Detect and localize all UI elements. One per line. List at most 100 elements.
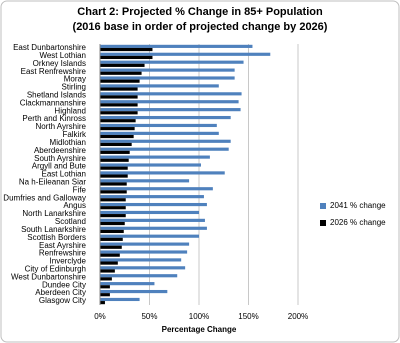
bar bbox=[100, 147, 229, 151]
bar bbox=[100, 182, 127, 186]
bar bbox=[100, 261, 118, 265]
bar bbox=[100, 174, 128, 178]
bar bbox=[100, 134, 134, 139]
bar bbox=[100, 245, 122, 249]
bar bbox=[100, 297, 140, 302]
y-tick-label: City of Edinburgh bbox=[25, 265, 86, 274]
bar bbox=[100, 139, 231, 143]
y-tick-label: East Dunbartonshire bbox=[13, 43, 86, 52]
y-tick-label: Angus bbox=[63, 201, 86, 210]
bar bbox=[100, 123, 217, 128]
bar bbox=[100, 250, 188, 254]
x-tick-label: 150% bbox=[238, 312, 258, 321]
x-tick-label: 0% bbox=[94, 312, 106, 321]
bar bbox=[100, 87, 138, 91]
bar bbox=[100, 127, 135, 131]
bar bbox=[100, 155, 210, 159]
bar bbox=[100, 179, 190, 183]
bar bbox=[100, 79, 140, 83]
bar bbox=[100, 171, 225, 175]
bar bbox=[100, 166, 128, 170]
bar bbox=[100, 234, 199, 238]
y-tick-label: East Renfrewshire bbox=[21, 67, 87, 76]
y-tick-label: Aberdeenshire bbox=[34, 146, 87, 155]
bar bbox=[100, 301, 105, 305]
bar bbox=[100, 274, 178, 278]
bar bbox=[100, 84, 219, 88]
legend-label: 2041 % change bbox=[330, 201, 386, 210]
bar bbox=[100, 229, 124, 234]
y-tick-label: North Lanarkshire bbox=[22, 209, 86, 218]
bar bbox=[100, 289, 168, 294]
bar bbox=[100, 119, 136, 123]
y-tick-label: South Lanarkshire bbox=[21, 225, 86, 234]
bar bbox=[100, 187, 213, 191]
y-tick-label: East Ayrshire bbox=[39, 241, 87, 250]
y-tick-label: South Ayrshire bbox=[34, 154, 86, 163]
chart-title: Chart 2: Projected % Change in 85+ Popul… bbox=[77, 6, 323, 18]
y-tick-label: Glasgow City bbox=[39, 296, 86, 305]
chart-subtitle: (2016 base in order of projected change … bbox=[73, 21, 328, 33]
legend-swatch bbox=[320, 203, 326, 209]
y-tick-label: Scottish Borders bbox=[27, 233, 86, 242]
bar bbox=[100, 214, 126, 218]
bar bbox=[100, 202, 207, 207]
bar bbox=[100, 76, 235, 80]
bar bbox=[100, 242, 190, 246]
bar bbox=[100, 253, 120, 257]
bar bbox=[100, 47, 153, 52]
bar bbox=[100, 100, 239, 104]
bar bbox=[100, 293, 110, 297]
y-tick-label: Moray bbox=[64, 75, 86, 84]
bar bbox=[100, 108, 241, 112]
y-tick-label: Aberdeen City bbox=[35, 288, 86, 297]
y-tick-label: Scotland bbox=[55, 217, 86, 226]
y-tick-label: Clackmannanshire bbox=[20, 98, 87, 107]
bar bbox=[100, 195, 204, 199]
bar bbox=[100, 269, 115, 273]
y-tick-label: Fife bbox=[73, 185, 87, 194]
y-tick-label: West Lothian bbox=[39, 51, 86, 60]
y-tick-label: Falkirk bbox=[62, 130, 87, 139]
y-tick-label: Dumfries and Galloway bbox=[3, 193, 86, 202]
bar bbox=[100, 190, 127, 194]
bar bbox=[100, 206, 126, 210]
bar bbox=[100, 52, 271, 56]
bar bbox=[100, 142, 132, 147]
y-tick-label: Shetland Islands bbox=[27, 91, 86, 100]
bar bbox=[100, 218, 205, 222]
bar bbox=[100, 237, 123, 241]
y-tick-label: Inverclyde bbox=[50, 257, 87, 266]
y-tick-label: Stirling bbox=[62, 83, 86, 92]
bar bbox=[100, 210, 199, 215]
x-tick-label: 50% bbox=[141, 312, 157, 321]
bar bbox=[100, 55, 153, 60]
bar bbox=[100, 131, 219, 135]
bar bbox=[100, 111, 138, 115]
legend-swatch bbox=[320, 220, 326, 226]
bar bbox=[100, 150, 130, 154]
y-tick-label: Dundee City bbox=[42, 280, 86, 289]
y-tick-label: Renfrewshire bbox=[39, 249, 87, 258]
bar bbox=[100, 277, 112, 281]
x-tick-label: 100% bbox=[189, 312, 209, 321]
y-tick-label: Midlothian bbox=[50, 138, 86, 147]
y-tick-label: West Dunbartonshire bbox=[11, 272, 87, 281]
bar bbox=[100, 92, 242, 96]
bar bbox=[100, 68, 235, 72]
bar bbox=[100, 103, 138, 107]
bar bbox=[100, 44, 253, 48]
y-tick-label: Na h-Eileanan Siar bbox=[19, 178, 86, 187]
bar bbox=[100, 71, 142, 75]
bar bbox=[100, 63, 145, 67]
bar bbox=[100, 198, 126, 202]
y-tick-label: Highland bbox=[54, 106, 86, 115]
x-axis-label: Percentage Change bbox=[162, 325, 237, 334]
bar bbox=[100, 266, 186, 270]
y-tick-label: Argyll and Bute bbox=[32, 162, 87, 171]
bar bbox=[100, 95, 138, 99]
legend-label: 2026 % change bbox=[330, 218, 386, 227]
bar bbox=[100, 163, 201, 167]
bar bbox=[100, 226, 207, 230]
